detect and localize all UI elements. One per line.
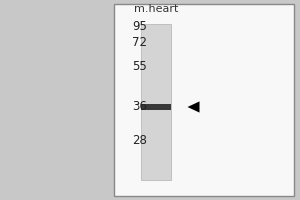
Text: 55: 55 bbox=[132, 60, 147, 72]
Text: 72: 72 bbox=[132, 36, 147, 48]
Text: 95: 95 bbox=[132, 21, 147, 33]
Text: 28: 28 bbox=[132, 134, 147, 146]
Text: m.heart: m.heart bbox=[134, 4, 178, 14]
Text: 36: 36 bbox=[132, 100, 147, 114]
Polygon shape bbox=[188, 101, 200, 113]
Bar bbox=[114, 4, 294, 196]
Bar bbox=[141, 24, 171, 180]
Bar bbox=[141, 104, 171, 110]
